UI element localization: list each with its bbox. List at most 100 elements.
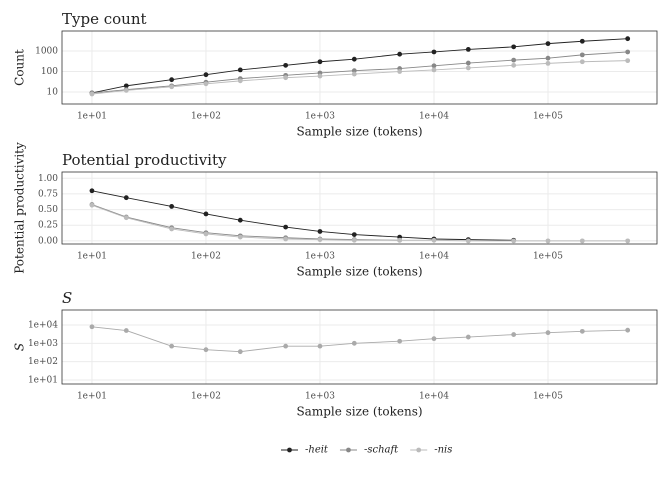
legend-marker: [346, 447, 351, 453]
data-point: [625, 49, 631, 55]
y-axis-title: Potential productivity: [13, 142, 27, 274]
legend-marker: [287, 447, 292, 453]
data-point: [431, 49, 437, 55]
data-point: [625, 58, 631, 64]
x-axis-title: Sample size (tokens): [296, 125, 422, 139]
panel-frame: [61, 309, 658, 385]
data-point: [123, 215, 129, 221]
panel-title: Potential productivity: [62, 151, 227, 169]
data-point: [397, 69, 403, 74]
x-tick-label: 1e+04: [419, 252, 449, 262]
data-point: [317, 59, 323, 65]
y-tick-label: 0.00: [38, 236, 58, 246]
data-point: [89, 188, 95, 194]
data-point: [123, 83, 129, 89]
data-point: [351, 237, 357, 243]
y-tick-label: 10: [47, 88, 59, 98]
y-tick-label: 1.00: [38, 174, 58, 184]
panel-frame: [61, 30, 658, 105]
data-point: [351, 68, 357, 74]
data-point: [511, 238, 517, 244]
x-tick-label: 1e+02: [191, 252, 221, 262]
legend-label: -heit: [305, 445, 329, 456]
series-line: [91, 190, 514, 241]
data-point: [511, 57, 517, 63]
data-point: [169, 343, 175, 349]
data-point: [89, 202, 95, 208]
y-tick-label: 0.50: [38, 205, 58, 215]
data-point: [545, 55, 551, 61]
data-point: [465, 334, 471, 340]
x-tick-label: 1e+02: [191, 112, 221, 122]
y-tick-label: 1e+03: [28, 339, 58, 349]
data-point: [283, 62, 289, 68]
y-tick-label: 0.75: [38, 189, 58, 199]
data-point: [237, 234, 243, 240]
x-tick-label: 1e+02: [191, 392, 221, 402]
x-tick-label: 1e+01: [77, 392, 107, 402]
data-point: [579, 238, 585, 244]
data-point: [511, 62, 517, 68]
data-point: [545, 238, 551, 244]
data-point: [465, 60, 471, 66]
data-point: [431, 237, 437, 243]
data-point: [397, 338, 403, 344]
x-tick-label: 1e+01: [77, 112, 107, 122]
panel-title: S: [62, 289, 72, 307]
x-tick-label: 1e+01: [77, 252, 107, 262]
data-point: [579, 52, 585, 58]
data-point: [203, 211, 209, 217]
data-point: [545, 330, 551, 336]
y-axis-title: Count: [13, 49, 27, 86]
legend-item: -heit: [281, 445, 329, 456]
data-point: [545, 60, 551, 66]
data-point: [123, 87, 129, 93]
data-point: [351, 232, 357, 238]
data-point: [465, 238, 471, 244]
data-point: [237, 349, 243, 355]
data-point: [89, 324, 95, 330]
data-point: [237, 67, 243, 73]
x-tick-label: 1e+05: [533, 252, 563, 262]
legend-item: -nis: [410, 445, 452, 456]
legend-label: -nis: [434, 445, 452, 456]
data-point: [203, 231, 209, 237]
data-point: [397, 237, 403, 243]
data-point: [625, 238, 631, 244]
data-point: [203, 72, 209, 78]
legend-label: -schaft: [364, 445, 399, 456]
legend-marker: [416, 447, 422, 453]
x-tick-label: 1e+05: [533, 112, 563, 122]
panel-title: Type count: [62, 10, 147, 28]
data-point: [317, 343, 323, 349]
data-point: [431, 63, 437, 69]
data-point: [203, 347, 209, 353]
data-point: [351, 71, 357, 77]
x-axis-title: Sample size (tokens): [296, 405, 422, 419]
data-point: [123, 195, 129, 201]
data-point: [579, 328, 585, 334]
data-point: [283, 343, 289, 349]
x-tick-label: 1e+05: [533, 392, 563, 402]
data-point: [169, 77, 175, 83]
legend-item: -schaft: [339, 445, 399, 456]
x-tick-label: 1e+03: [305, 392, 335, 402]
x-tick-label: 1e+03: [305, 252, 335, 262]
data-point: [317, 73, 323, 79]
data-point: [625, 36, 631, 42]
data-point: [317, 229, 323, 234]
data-point: [511, 44, 517, 50]
data-point: [431, 67, 437, 73]
data-point: [89, 91, 95, 97]
data-point: [465, 47, 471, 52]
data-point: [351, 56, 357, 62]
data-point: [579, 38, 585, 44]
series-line: [91, 204, 628, 242]
x-tick-label: 1e+03: [305, 112, 335, 122]
data-point: [123, 328, 129, 333]
x-tick-label: 1e+04: [419, 112, 449, 122]
data-point: [511, 332, 517, 337]
data-point: [465, 65, 471, 71]
y-tick-label: 100: [41, 67, 58, 77]
